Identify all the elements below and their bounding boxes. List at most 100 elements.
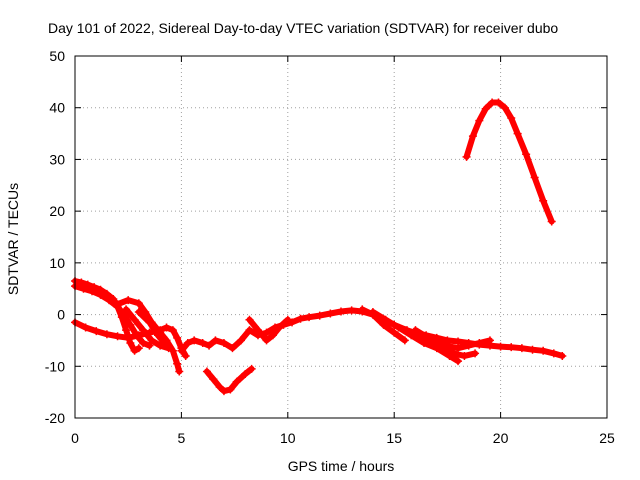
data-point — [139, 326, 148, 335]
data-point — [124, 296, 133, 305]
data-point — [183, 339, 192, 348]
data-point — [347, 306, 356, 315]
data-point — [105, 296, 114, 305]
data-point — [315, 311, 324, 320]
data-point — [522, 150, 531, 159]
data-point — [130, 315, 139, 324]
data-point — [507, 114, 516, 123]
data-point — [168, 346, 177, 355]
data-point — [241, 370, 250, 379]
data-layer — [71, 98, 567, 396]
data-point — [211, 336, 220, 345]
y-tick-label: 0 — [57, 307, 65, 323]
data-point — [126, 320, 135, 329]
data-point — [198, 339, 207, 348]
series-line — [369, 309, 461, 365]
data-point — [160, 339, 169, 348]
data-point — [337, 307, 345, 316]
data-point — [464, 341, 473, 350]
y-tick-label: 50 — [49, 48, 65, 64]
data-point — [130, 346, 139, 355]
data-point — [475, 339, 484, 348]
data-point — [517, 344, 526, 353]
y-tick-label: 30 — [49, 151, 65, 167]
data-point — [528, 345, 537, 354]
x-tick-label: 25 — [599, 430, 615, 446]
data-point — [177, 346, 186, 355]
data-point — [558, 351, 567, 360]
data-point — [494, 98, 503, 107]
data-point — [454, 337, 463, 346]
tick-layer: -20 -10 0 10 20 30 40 50 0 5 10 15 20 25 — [45, 48, 615, 446]
data-point — [462, 152, 471, 161]
data-point — [390, 320, 399, 329]
data-point — [92, 327, 101, 336]
data-point — [228, 344, 237, 353]
series-trace-8 — [202, 364, 256, 396]
series-line — [135, 309, 168, 346]
series-line — [203, 365, 255, 395]
data-point — [475, 116, 484, 125]
data-point — [145, 318, 154, 327]
data-point — [468, 132, 477, 141]
data-point — [156, 341, 165, 350]
data-point — [113, 300, 122, 309]
data-point — [232, 377, 241, 386]
x-tick-label: 0 — [71, 430, 79, 446]
data-point — [175, 367, 184, 376]
data-point — [102, 330, 111, 339]
data-point — [219, 339, 228, 348]
data-point — [539, 196, 548, 205]
data-point — [134, 331, 143, 340]
data-point — [402, 326, 411, 335]
data-point — [168, 326, 177, 335]
data-point — [145, 341, 154, 350]
data-point — [124, 333, 133, 342]
data-point — [113, 332, 122, 341]
data-point — [268, 331, 277, 340]
data-point — [173, 359, 182, 368]
series-trace-10 — [358, 305, 409, 345]
data-point — [139, 339, 148, 348]
data-point — [424, 333, 433, 342]
data-point — [496, 342, 505, 351]
data-point — [454, 344, 463, 353]
data-point — [134, 344, 143, 353]
data-point — [245, 315, 254, 324]
data-point — [247, 364, 256, 373]
data-point — [539, 346, 548, 355]
data-point — [326, 309, 335, 318]
y-tick-label: -20 — [45, 410, 65, 426]
data-point — [162, 323, 171, 332]
y-tick-label: 10 — [49, 255, 65, 271]
data-point — [275, 323, 284, 332]
y-tick-label: 40 — [49, 100, 65, 116]
series-trace-6 — [134, 307, 169, 348]
series-line — [246, 316, 291, 344]
data-point — [381, 315, 390, 324]
data-point — [88, 287, 97, 296]
data-point — [153, 331, 162, 340]
data-point — [454, 357, 463, 366]
data-point — [226, 385, 235, 394]
data-point — [390, 328, 399, 337]
data-point — [500, 103, 509, 112]
data-point — [460, 351, 469, 360]
data-point — [96, 290, 105, 299]
data-point — [79, 284, 88, 293]
data-point — [437, 341, 446, 350]
data-point — [134, 307, 143, 316]
series-trace-9 — [245, 315, 292, 345]
data-point — [254, 326, 263, 335]
series-trace-14 — [462, 98, 556, 226]
data-point — [205, 341, 214, 350]
data-point — [419, 339, 428, 348]
data-point — [190, 336, 199, 345]
data-point — [288, 318, 297, 327]
series-trace-5 — [122, 305, 173, 353]
y-tick-label: 20 — [49, 203, 65, 219]
grid-layer — [75, 56, 607, 418]
data-point — [147, 336, 156, 345]
data-point — [471, 349, 480, 358]
